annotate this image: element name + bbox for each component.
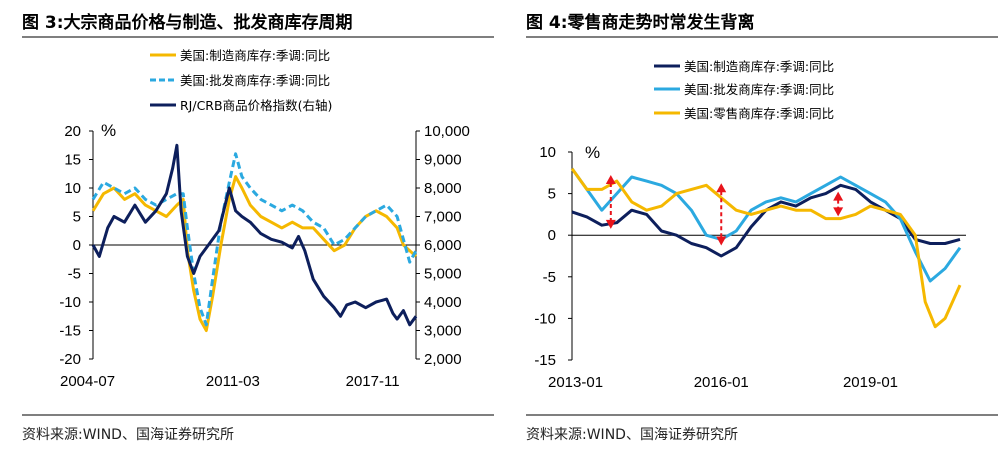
arrow-head-up bbox=[605, 174, 616, 184]
y-tick-label: 10 bbox=[64, 180, 81, 197]
y2-tick-label: 6,000 bbox=[424, 237, 462, 254]
x-tick-label: 2019-01 bbox=[843, 374, 898, 391]
y-tick-label: -5 bbox=[543, 269, 556, 286]
series-line-1 bbox=[570, 167, 962, 283]
legend-label-1: 美国:批发商库存:季调:同比 bbox=[684, 82, 834, 97]
y2-tick-label: 5,000 bbox=[424, 266, 462, 283]
left-title-rule bbox=[22, 36, 494, 38]
left-figure-title: 图 3:大宗商品价格与制造、批发商库存周期 bbox=[22, 13, 353, 33]
arrow-head-down bbox=[716, 236, 727, 246]
divergence-arrow-0 bbox=[605, 174, 616, 229]
y-tick-label: 5 bbox=[73, 209, 81, 226]
arrow-head-up bbox=[833, 191, 844, 201]
right-bottom-rule bbox=[526, 414, 998, 416]
y-tick-label: 0 bbox=[73, 237, 81, 254]
x-tick-label: 2004-07 bbox=[60, 373, 115, 390]
y-tick-label: 5 bbox=[548, 186, 556, 203]
y-tick-label: 10 bbox=[539, 144, 556, 161]
left-figure-panel: 图 3:大宗商品价格与制造、批发商库存周期 20 15 10 5 0 -5 -10 -15 -2… bbox=[22, 13, 494, 443]
y-tick-label: -15 bbox=[534, 352, 556, 369]
y-tick-label: -10 bbox=[59, 294, 81, 311]
y2-tick-label: 4,000 bbox=[424, 294, 462, 311]
legend-label-2: 美国:零售商库存:季调:同比 bbox=[684, 106, 834, 121]
right-source-note: 资料来源:WIND、国海证券研究所 bbox=[526, 427, 738, 443]
arrow-head-up bbox=[716, 183, 727, 193]
y2-tick-label: 8,000 bbox=[424, 180, 462, 197]
x-tick-label: 2016-01 bbox=[694, 374, 749, 391]
right-figure-title: 图 4:零售商走势时常发生背离 bbox=[526, 13, 755, 33]
legend-label-2: RJ/CRB商品价格指数(右轴) bbox=[180, 98, 332, 113]
y-tick-label: -10 bbox=[534, 310, 556, 327]
x-tick-label: 2013-01 bbox=[548, 374, 603, 391]
arrow-head-down bbox=[605, 219, 616, 229]
right-figure-panel: 图 4:零售商走势时常发生背离 10 5 0 -5 -10 -15 2013-01 2016-… bbox=[504, 0, 1008, 456]
y-tick-label: 0 bbox=[548, 227, 556, 244]
x-tick-label: 2017-11 bbox=[346, 373, 400, 390]
y2-tick-label: 9,000 bbox=[424, 152, 462, 169]
left-chart: 20 15 10 5 0 -5 -10 -15 -20 10,000 9,000 8,000 7,000… bbox=[59, 48, 470, 390]
divergence-arrow-1 bbox=[716, 183, 727, 246]
left-bottom-rule bbox=[22, 414, 494, 416]
unit-label: % bbox=[101, 121, 116, 140]
y2-tick-label: 7,000 bbox=[424, 209, 462, 226]
arrow-head-down bbox=[833, 207, 844, 217]
y-tick-label: 15 bbox=[64, 152, 81, 169]
left-source-note: 资料来源:WIND、国海证券研究所 bbox=[22, 427, 234, 443]
y-tick-label: -5 bbox=[68, 266, 81, 283]
series-line-2 bbox=[570, 167, 962, 329]
y2-tick-label: 2,000 bbox=[424, 351, 462, 368]
series-line-1 bbox=[91, 152, 418, 327]
y2-tick-label: 10,000 bbox=[424, 123, 470, 140]
right-chart: 10 5 0 -5 -10 -15 2013-01 2016-01 2019-01% 美国:制造商… bbox=[534, 59, 966, 391]
y-tick-label: -20 bbox=[59, 351, 81, 368]
y-tick-label: -15 bbox=[59, 323, 81, 340]
legend-label-1: 美国:批发商库存:季调:同比 bbox=[180, 73, 330, 88]
right-title-rule bbox=[526, 36, 998, 38]
legend-label-0: 美国:制造商库存:季调:同比 bbox=[180, 48, 330, 63]
y2-tick-label: 3,000 bbox=[424, 323, 462, 340]
series-line-2 bbox=[91, 143, 418, 327]
unit-label: % bbox=[585, 143, 600, 162]
y-tick-label: 20 bbox=[64, 123, 81, 140]
divergence-arrow-2 bbox=[833, 191, 844, 217]
legend-label-0: 美国:制造商库存:季调:同比 bbox=[684, 59, 834, 74]
x-tick-label: 2011-03 bbox=[206, 373, 260, 390]
